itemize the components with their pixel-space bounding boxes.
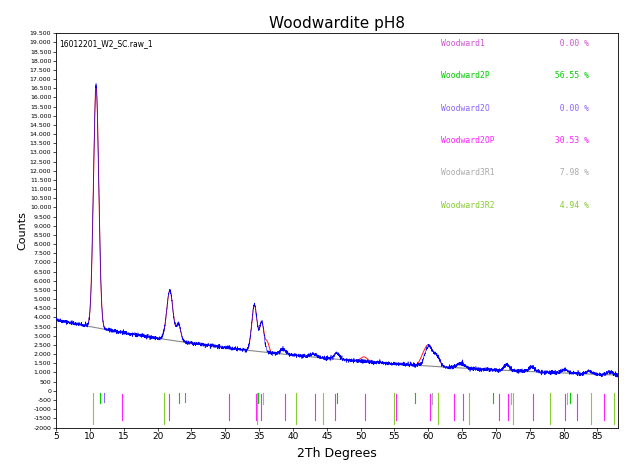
Text: 30.53 %: 30.53 % [550, 136, 589, 145]
Text: 56.55 %: 56.55 % [550, 72, 589, 80]
Title: Woodwardite pH8: Woodwardite pH8 [269, 16, 405, 31]
Text: 0.00 %: 0.00 % [550, 39, 589, 48]
Text: Woodward2O: Woodward2O [441, 104, 490, 113]
Text: Woodward2OP: Woodward2OP [441, 136, 494, 145]
Text: Woodward2P: Woodward2P [441, 72, 490, 80]
Text: 4.94 %: 4.94 % [550, 201, 589, 210]
X-axis label: 2Th Degrees: 2Th Degrees [297, 447, 377, 460]
Text: Woodward3R2: Woodward3R2 [441, 201, 494, 210]
Text: 16012201_W2_SC.raw_1: 16012201_W2_SC.raw_1 [59, 39, 153, 48]
Y-axis label: Counts: Counts [17, 211, 27, 250]
Text: Woodward3R1: Woodward3R1 [441, 169, 494, 178]
Text: 0.00 %: 0.00 % [550, 104, 589, 113]
Text: 7.98 %: 7.98 % [550, 169, 589, 178]
Text: Woodward1: Woodward1 [441, 39, 485, 48]
